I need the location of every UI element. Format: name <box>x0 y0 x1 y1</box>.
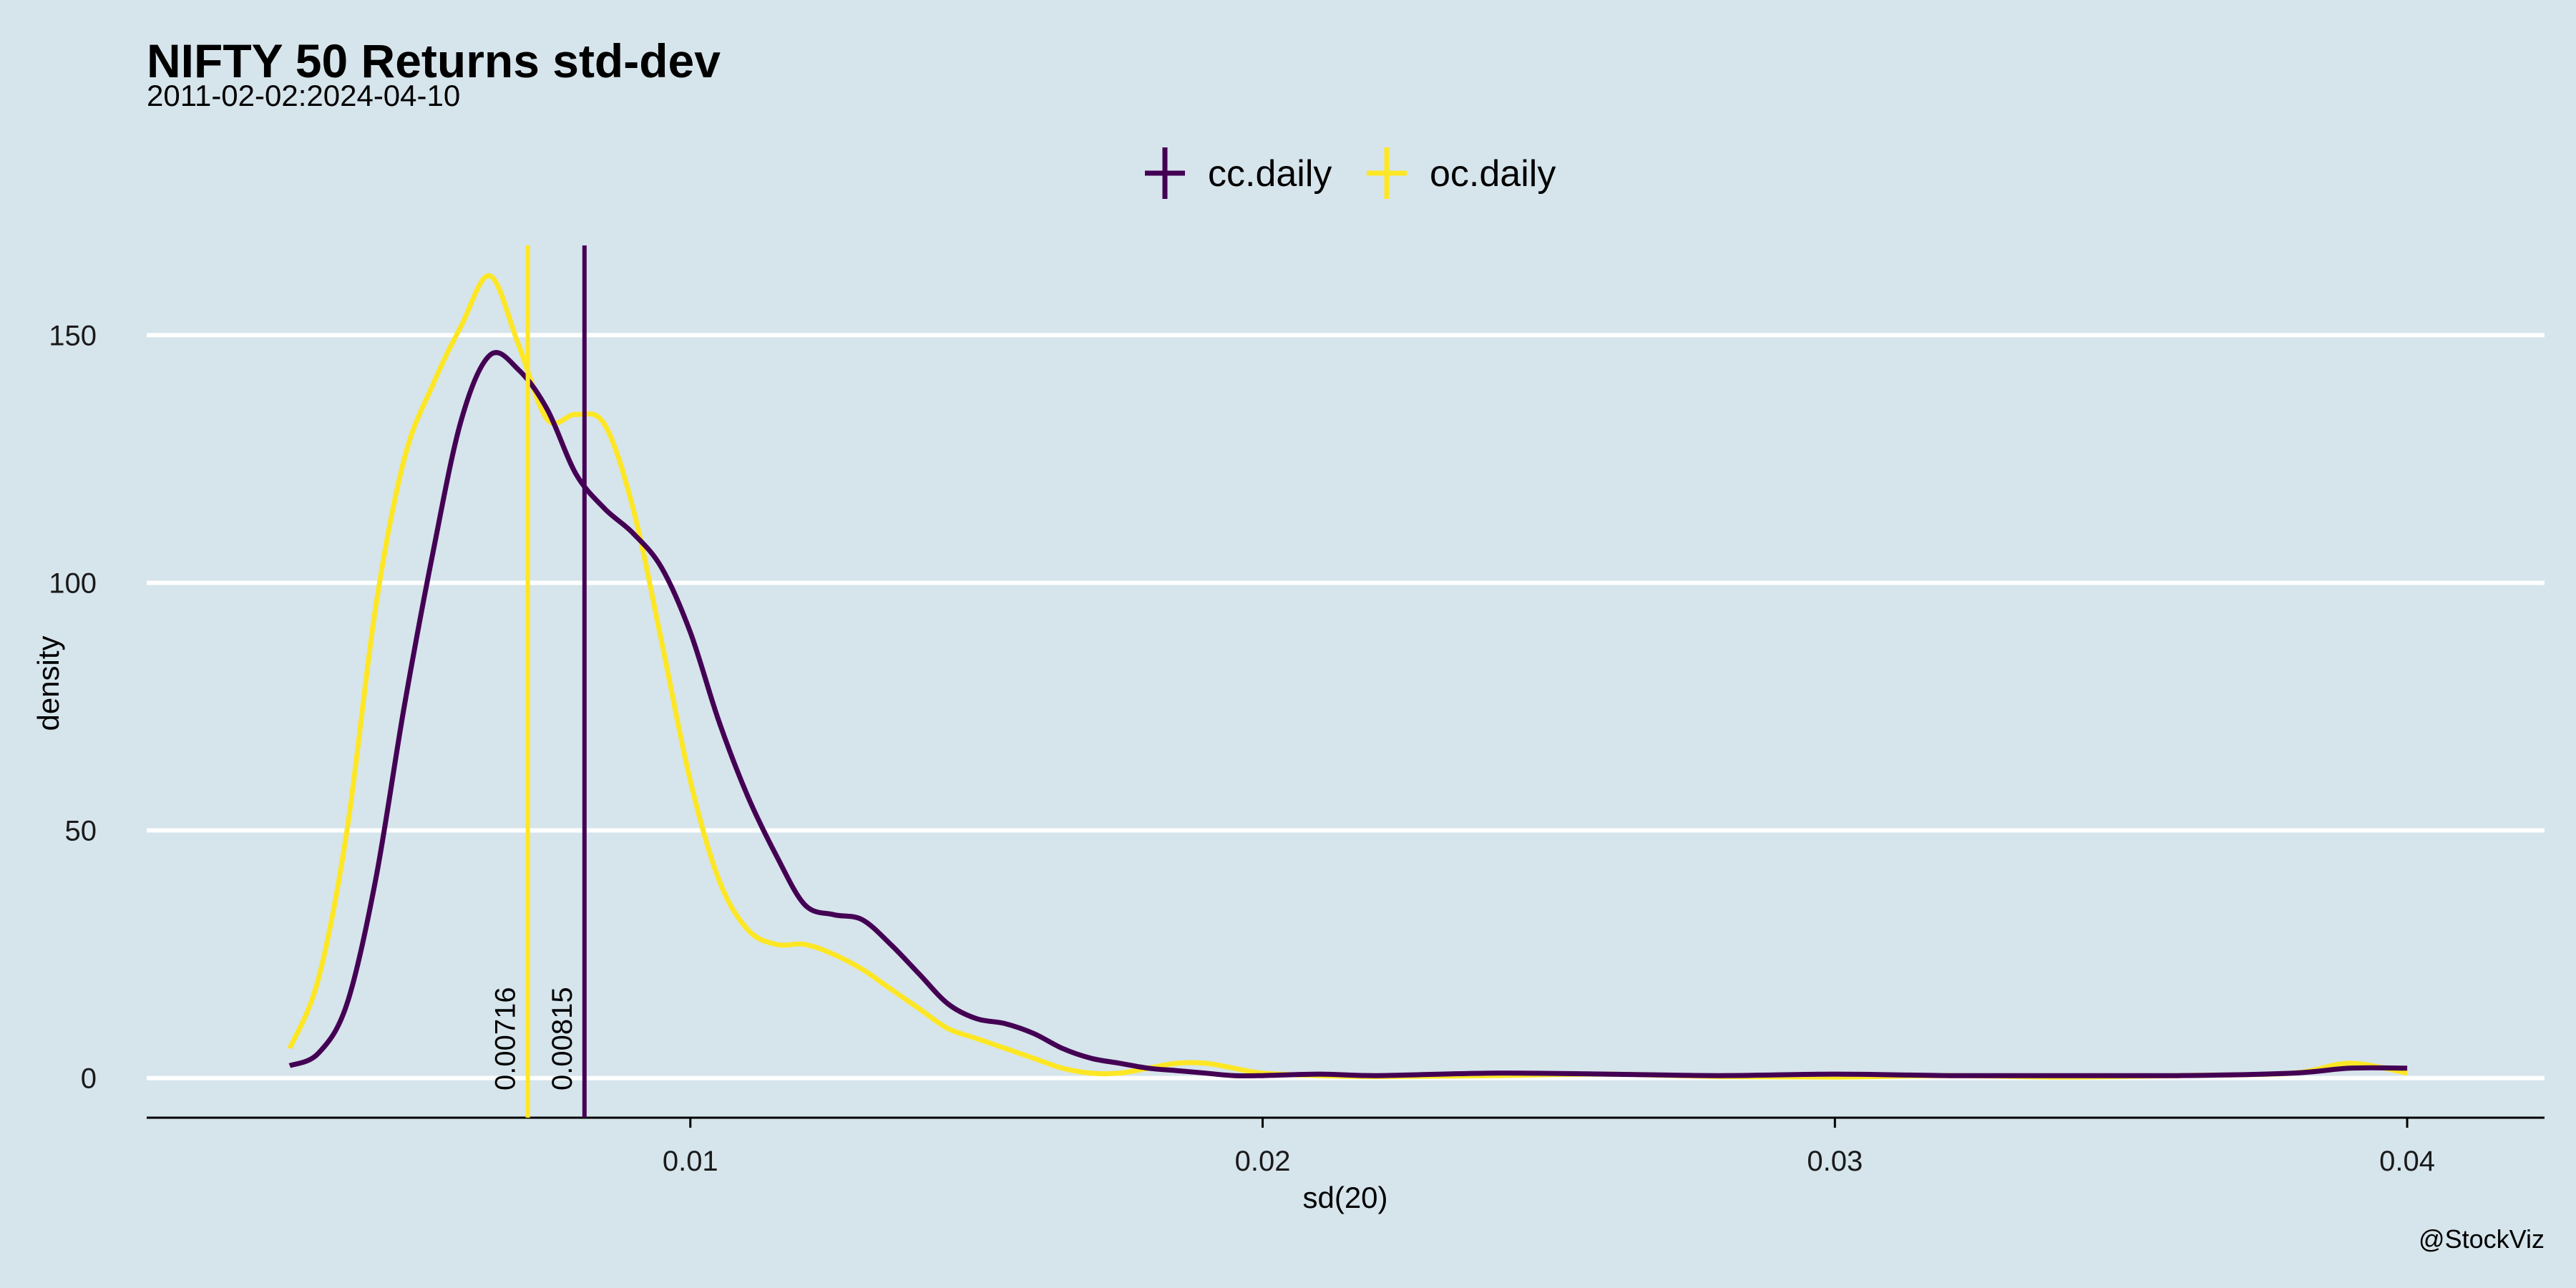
y-tick-label: 150 <box>49 320 97 351</box>
x-axis-title: sd(20) <box>1302 1181 1387 1214</box>
gridlines <box>147 333 2545 1080</box>
reference-line-label: 0.00716 <box>490 987 522 1091</box>
y-tick-label: 100 <box>49 567 97 599</box>
legend-item: cc.daily <box>1145 147 1332 199</box>
legend-item: oc.daily <box>1367 147 1556 199</box>
x-tick-label: 0.01 <box>663 1146 718 1177</box>
x-tick-label: 0.03 <box>1807 1146 1863 1177</box>
x-tick-label: 0.02 <box>1235 1146 1291 1177</box>
y-axis-title: density <box>31 635 65 731</box>
chart-title: NIFTY 50 Returns std-dev <box>147 34 721 87</box>
series-line-oc-daily <box>287 273 2408 1080</box>
caption: @StockViz <box>2419 1224 2545 1254</box>
y-axis: 0 50 100 150 <box>49 320 97 1094</box>
y-tick-label: 0 <box>81 1063 97 1095</box>
y-tick-label: 50 <box>65 816 97 847</box>
legend-label: oc.daily <box>1430 153 1556 195</box>
reference-line-label: 0.00815 <box>547 987 578 1091</box>
legend-label: cc.daily <box>1208 153 1332 195</box>
series-line-cc-daily <box>288 350 2408 1078</box>
reference-lines: 0.00716 0.00815 <box>490 245 587 1118</box>
legend: cc.daily oc.daily <box>1145 147 1556 199</box>
x-axis: 0.01 0.02 0.03 0.04 <box>147 1116 2545 1177</box>
density-curves <box>287 273 2408 1080</box>
chart-subtitle: 2011-02-02:2024-04-10 <box>147 79 460 112</box>
x-tick-label: 0.04 <box>2379 1146 2435 1177</box>
